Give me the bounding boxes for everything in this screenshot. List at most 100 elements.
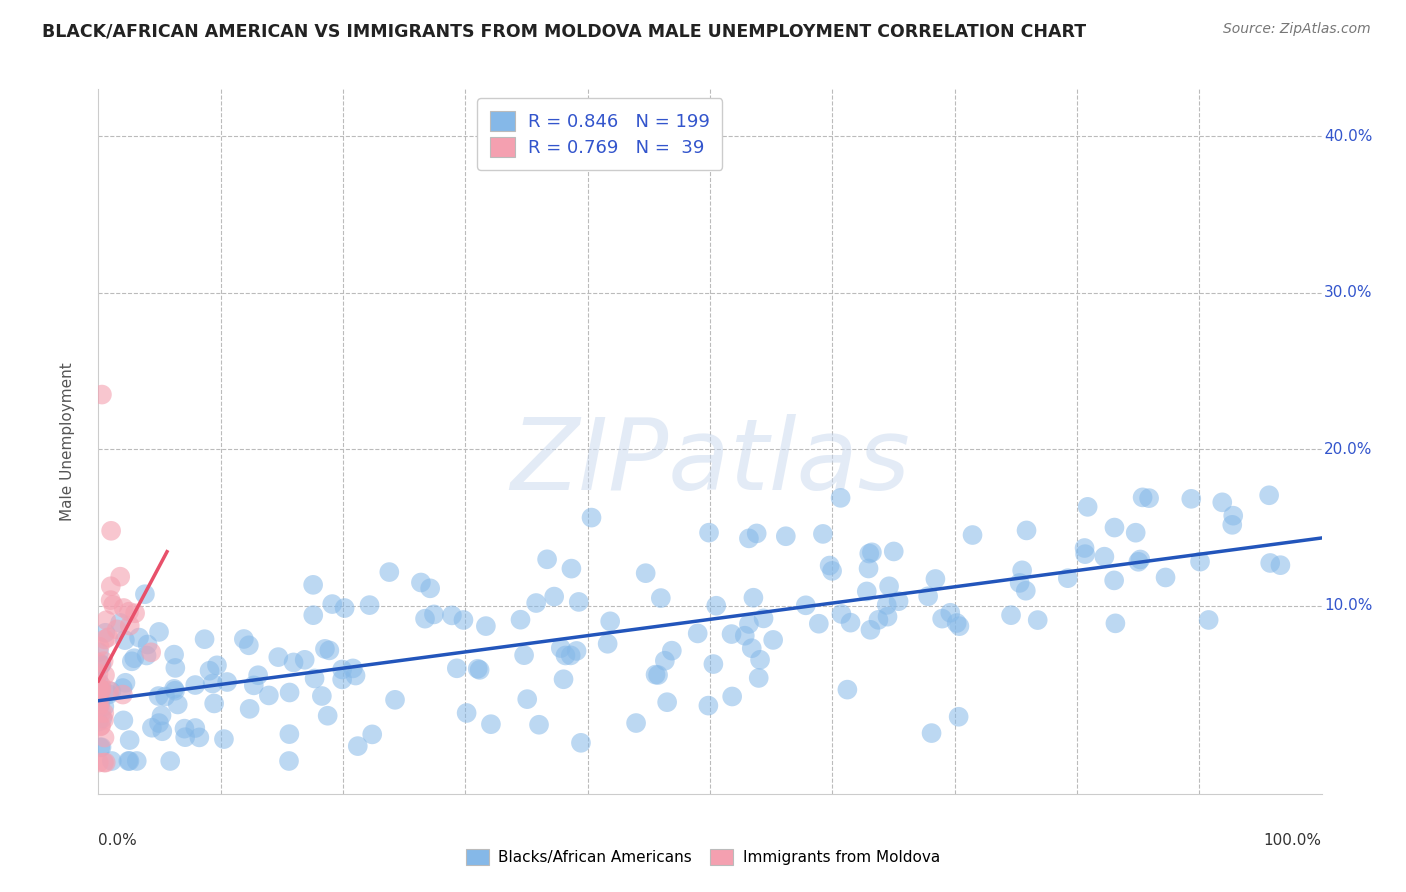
- Point: [650, 591, 672, 605]
- Point: [346, 739, 368, 753]
- Point: [184, 678, 207, 692]
- Point: [876, 598, 898, 612]
- Point: [1198, 613, 1220, 627]
- Point: [1128, 555, 1150, 569]
- Point: [97, 687, 120, 701]
- Point: [446, 661, 468, 675]
- Point: [94, 632, 117, 647]
- Point: [87, 645, 110, 659]
- Point: [877, 579, 900, 593]
- Point: [1073, 541, 1095, 555]
- Point: [93, 756, 115, 770]
- Point: [409, 575, 432, 590]
- Point: [278, 754, 301, 768]
- Point: [141, 721, 163, 735]
- Text: BLACK/AFRICAN AMERICAN VS IMMIGRANTS FROM MOLDOVA MALE UNEMPLOYMENT CORRELATION : BLACK/AFRICAN AMERICAN VS IMMIGRANTS FRO…: [42, 22, 1087, 40]
- Point: [868, 613, 890, 627]
- Text: 100.0%: 100.0%: [1264, 832, 1322, 847]
- Point: [91, 711, 114, 725]
- Point: [93, 713, 115, 727]
- Point: [581, 510, 603, 524]
- Point: [939, 606, 962, 620]
- Point: [212, 732, 235, 747]
- Point: [87, 714, 110, 729]
- Point: [859, 623, 882, 637]
- Point: [721, 690, 744, 704]
- Point: [100, 524, 122, 538]
- Point: [101, 598, 124, 612]
- Point: [124, 606, 146, 620]
- Point: [647, 668, 669, 682]
- Point: [738, 616, 761, 631]
- Point: [333, 601, 356, 615]
- Point: [419, 582, 441, 596]
- Point: [278, 727, 301, 741]
- Point: [550, 641, 572, 656]
- Point: [105, 623, 128, 637]
- Point: [163, 681, 186, 696]
- Point: [1074, 547, 1097, 561]
- Text: ZIPatlas: ZIPatlas: [510, 414, 910, 511]
- Point: [93, 706, 115, 720]
- Point: [1258, 556, 1281, 570]
- Point: [821, 564, 844, 578]
- Point: [87, 673, 110, 688]
- Point: [931, 612, 953, 626]
- Point: [121, 654, 143, 668]
- Point: [945, 615, 967, 630]
- Point: [89, 697, 111, 711]
- Point: [302, 608, 325, 623]
- Point: [921, 726, 943, 740]
- Point: [94, 756, 117, 770]
- Point: [247, 668, 270, 682]
- Point: [90, 682, 112, 697]
- Point: [148, 716, 170, 731]
- Point: [413, 612, 436, 626]
- Text: 40.0%: 40.0%: [1324, 128, 1372, 144]
- Point: [294, 653, 316, 667]
- Point: [720, 627, 742, 641]
- Point: [91, 387, 114, 401]
- Point: [238, 638, 260, 652]
- Point: [316, 708, 339, 723]
- Legend: R = 0.846   N = 199, R = 0.769   N =  39: R = 0.846 N = 199, R = 0.769 N = 39: [478, 98, 723, 169]
- Point: [311, 689, 333, 703]
- Text: 20.0%: 20.0%: [1324, 442, 1372, 457]
- Text: 30.0%: 30.0%: [1324, 285, 1372, 301]
- Point: [257, 689, 280, 703]
- Point: [117, 754, 139, 768]
- Point: [1104, 616, 1126, 631]
- Point: [302, 578, 325, 592]
- Point: [165, 661, 187, 675]
- Point: [596, 637, 619, 651]
- Point: [1222, 508, 1244, 523]
- Point: [89, 683, 111, 698]
- Point: [89, 640, 111, 654]
- Point: [811, 527, 834, 541]
- Point: [87, 700, 110, 714]
- Point: [697, 698, 720, 713]
- Y-axis label: Male Unemployment: Male Unemployment: [60, 362, 75, 521]
- Point: [855, 584, 877, 599]
- Point: [475, 619, 498, 633]
- Point: [858, 547, 880, 561]
- Point: [90, 658, 112, 673]
- Point: [97, 630, 120, 644]
- Point: [1077, 500, 1099, 514]
- Point: [89, 697, 111, 711]
- Point: [742, 591, 765, 605]
- Point: [163, 648, 186, 662]
- Point: [124, 651, 146, 665]
- Point: [135, 648, 157, 663]
- Point: [624, 716, 647, 731]
- Point: [560, 648, 582, 663]
- Point: [112, 601, 135, 615]
- Point: [100, 579, 122, 593]
- Point: [948, 619, 970, 633]
- Point: [962, 528, 984, 542]
- Point: [1102, 574, 1125, 588]
- Point: [749, 653, 772, 667]
- Point: [314, 641, 336, 656]
- Point: [384, 693, 406, 707]
- Point: [752, 611, 775, 625]
